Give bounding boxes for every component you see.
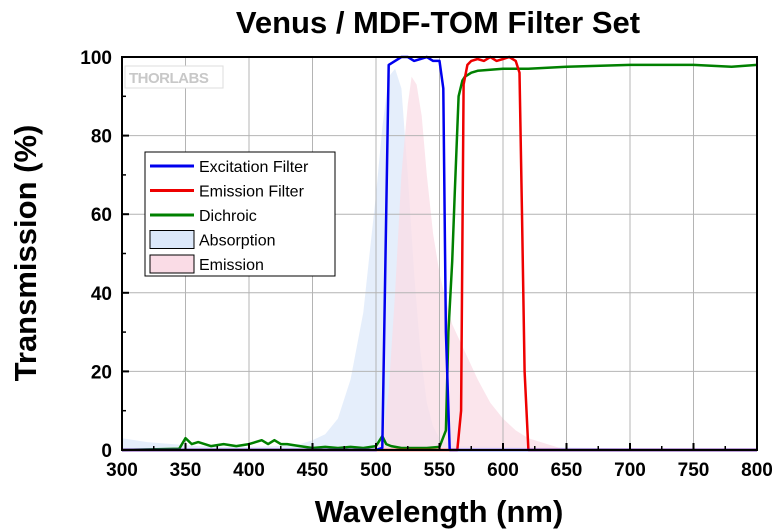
x-tick-label: 400	[233, 460, 265, 481]
x-tick-label: 550	[424, 460, 456, 481]
y-axis-title: Transmission (%)	[8, 125, 43, 382]
chart-title: Venus / MDF-TOM Filter Set	[236, 5, 640, 40]
series-line-excitation-filter	[122, 55, 757, 452]
x-tick-label: 650	[551, 460, 583, 481]
grid-layer	[122, 57, 757, 450]
logo: THORLABS	[124, 65, 224, 89]
logo-text: THORLABS	[129, 70, 209, 87]
x-tick-label: 350	[170, 460, 202, 481]
y-tick-label: 0	[101, 441, 112, 462]
x-tick-label: 750	[678, 460, 710, 481]
x-tick-label: 450	[297, 460, 329, 481]
y-tick-label: 100	[80, 48, 112, 69]
legend-swatch-absorption	[149, 230, 195, 249]
y-axis: 0 20 40 60 80 100	[80, 48, 129, 462]
legend-label-absorption: Absorption	[199, 233, 276, 250]
x-axis: 300 350 400 450 500 550 600 650 700 750 800	[106, 443, 773, 481]
x-tick-label: 800	[741, 460, 773, 481]
series-line-dichroic	[121, 63, 758, 452]
x-tick-label: 700	[614, 460, 646, 481]
line-layer	[121, 55, 758, 452]
y-tick-label: 80	[91, 127, 112, 148]
legend-label-emission-filter: Emission Filter	[199, 184, 305, 201]
logo-box	[124, 65, 224, 89]
y-tick-label: 40	[91, 284, 112, 305]
legend-label-dichroic: Dichroic	[199, 208, 257, 225]
y-tick-label: 60	[91, 205, 112, 226]
legend-label-emission: Emission	[199, 257, 264, 274]
legend-swatch-emission	[149, 254, 195, 274]
y-tick-label: 20	[91, 362, 112, 383]
x-tick-label: 600	[487, 460, 519, 481]
series-line-emission-filter	[122, 55, 757, 452]
legend-label-excitation-filter: Excitation Filter	[199, 159, 309, 176]
legend: Excitation Filter Emission Filter Dichroic…	[144, 151, 336, 277]
x-tick-label: 500	[360, 460, 392, 481]
x-tick-label: 300	[106, 460, 138, 481]
x-axis-title: Wavelength (nm)	[315, 494, 564, 529]
